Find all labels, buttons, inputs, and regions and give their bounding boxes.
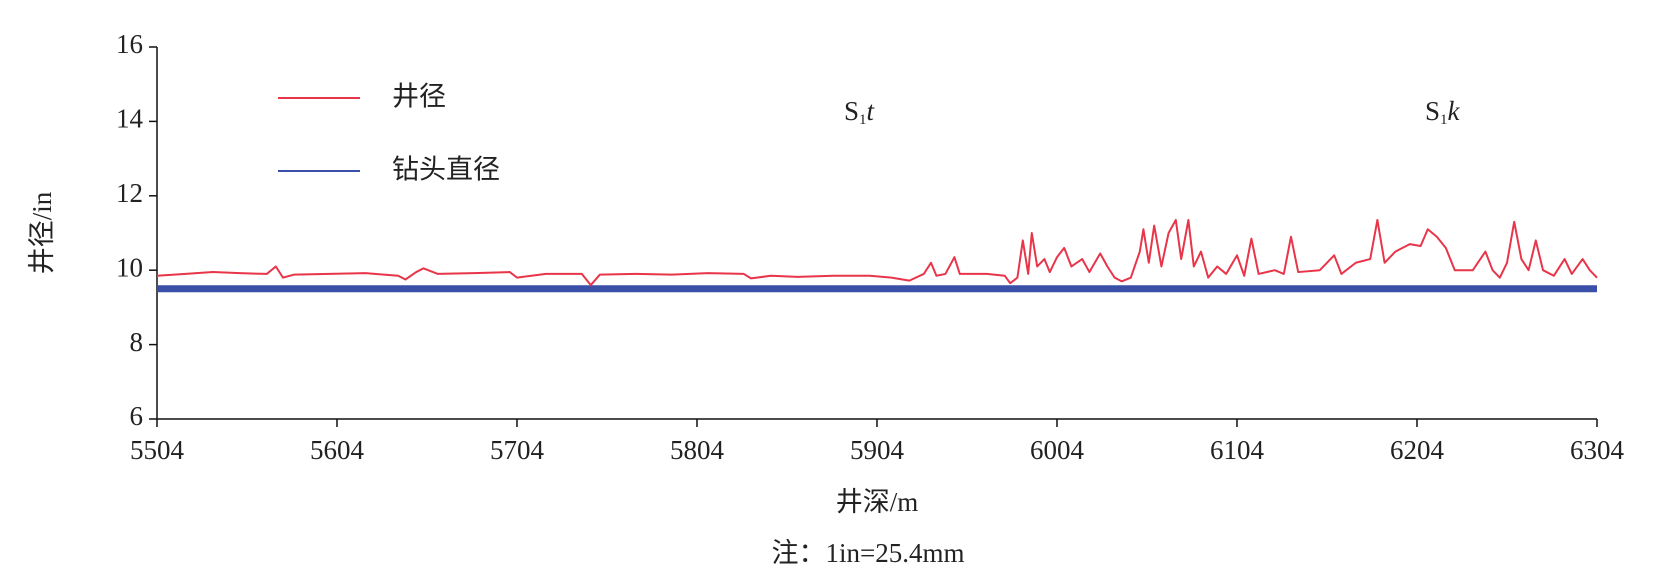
x-tick-label: 5904 [850,435,905,465]
y-tick-label: 10 [116,252,143,282]
x-tick-label: 5504 [130,435,185,465]
annotation: S1t [844,96,876,128]
note: 注：1in=25.4mm [772,538,965,568]
x-tick-label: 6304 [1570,435,1625,465]
y-tick-label: 16 [116,29,143,59]
legend-label: 钻头直径 [392,155,500,186]
annotation-sub: 1 [1440,112,1448,128]
x-tick-label: 6204 [1390,435,1445,465]
annotation-text: S [1425,96,1440,126]
y-axis-label: 井径/in [27,191,57,274]
y-tick-label: 14 [116,104,144,134]
y-tick-label: 6 [130,401,144,431]
x-axis-label: 井深/m [836,487,919,517]
annotation-text: S [844,96,859,126]
series-line [156,218,1598,287]
x-tick-label: 5704 [490,435,545,465]
x-tick-label: 5804 [670,435,725,465]
annotation-italic: t [867,96,876,126]
annotation: S1k [1425,96,1461,128]
annotation-sub: 1 [859,112,867,128]
y-tick-label: 8 [130,327,144,357]
legend-label: 井径 [392,82,446,113]
x-tick-label: 5604 [310,435,365,465]
y-tick-label: 12 [116,178,143,208]
x-tick-label: 6004 [1030,435,1085,465]
annotation-italic: k [1447,96,1460,126]
x-tick-label: 6104 [1210,435,1265,465]
